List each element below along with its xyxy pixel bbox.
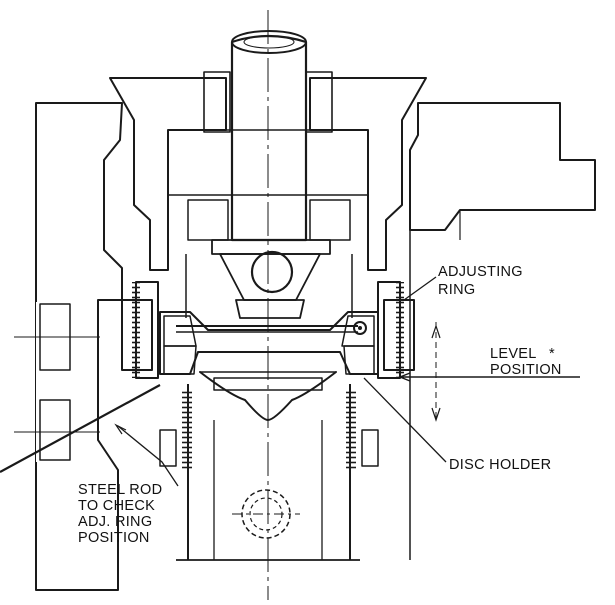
label-steel-rod: STEEL ROD TO CHECK ADJ. RING POSITION (78, 482, 167, 546)
valve-body-left-wall (14, 102, 123, 591)
label-disc-holder: DISC HOLDER (449, 457, 551, 473)
ball (250, 250, 294, 294)
label-level-line1: LEVEL (490, 346, 536, 362)
disc-holder (159, 311, 379, 375)
label-adjusting-ring-line1: ADJUSTING (438, 264, 523, 280)
steel-rod-leader (117, 425, 179, 487)
level-marker: * (549, 346, 555, 362)
nozzle (159, 371, 379, 561)
label-adjusting-ring: ADJUSTING RING (438, 264, 527, 298)
label-adjusting-ring-line2: RING (438, 282, 475, 298)
drain-hole (232, 489, 300, 539)
label-steel-rod-line2: TO CHECK (78, 498, 155, 514)
spindle (230, 30, 308, 242)
ball-joint (219, 250, 321, 319)
level-position-indicator (398, 322, 580, 422)
steel-rod (0, 321, 367, 473)
spindle-thread-nut (187, 199, 351, 255)
adjusting-ring (121, 281, 415, 379)
label-steel-rod-line3: ADJ. RING (78, 514, 152, 530)
bonnet-housing (109, 71, 427, 271)
label-steel-rod-line1: STEEL ROD (78, 482, 162, 498)
adjusting-ring-leader (403, 276, 437, 301)
guide-sleeve (185, 254, 353, 318)
valve-body-right-wall (409, 102, 596, 560)
label-level-line2: POSITION (490, 362, 562, 378)
disc-holder-leader (363, 377, 447, 463)
label-level-position: LEVEL * POSITION (490, 346, 562, 378)
label-steel-rod-line4: POSITION (78, 530, 150, 546)
